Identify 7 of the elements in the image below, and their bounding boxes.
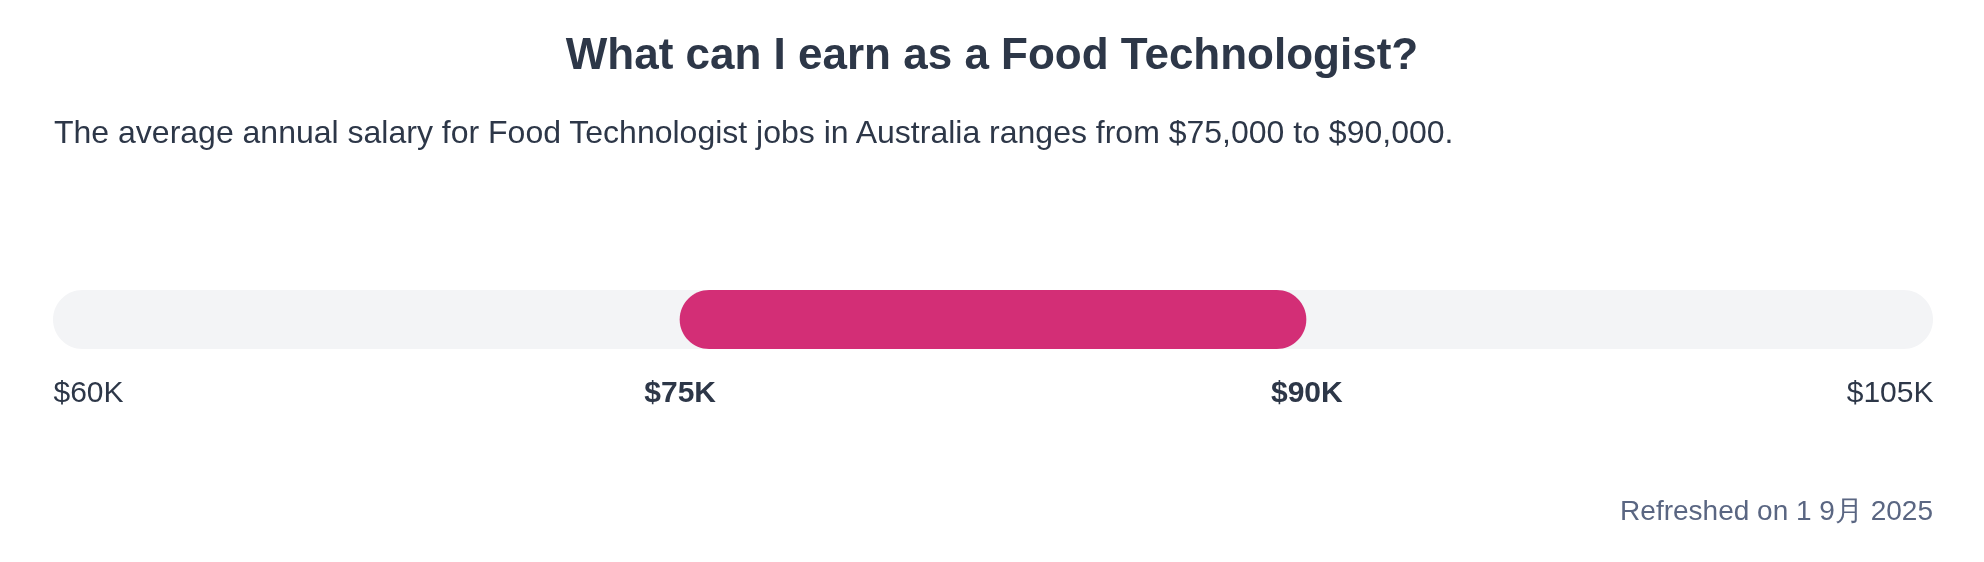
text: Refreshed on 1 9月 2025 xyxy=(1620,495,1933,527)
x-tick-label: $90K xyxy=(1270,374,1344,408)
chart-title: What can I earn as a Food Technologist? xyxy=(564,29,1420,78)
x-tick-label: $105K xyxy=(1846,374,1934,408)
x-tick-label: $75K xyxy=(644,374,717,408)
chart-subtitle: The average annual salary for Food Technologist jobs in Australia ranges from $75,000 to $90,000. xyxy=(54,114,1454,150)
x-tick-label: $60K xyxy=(53,374,124,408)
